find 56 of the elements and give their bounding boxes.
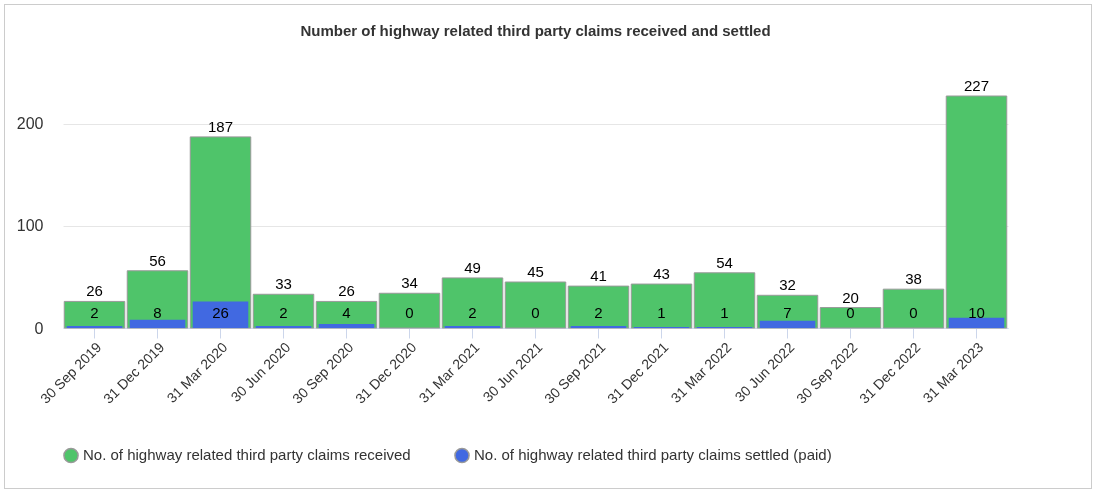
chart-title: Number of highway related third party claims received and settled bbox=[300, 22, 771, 39]
data-label: 1 bbox=[657, 304, 666, 321]
data-label: 8 bbox=[153, 304, 162, 321]
data-label: 2 bbox=[468, 304, 477, 321]
bar bbox=[192, 301, 249, 328]
bar bbox=[945, 95, 1008, 329]
data-label: 43 bbox=[653, 265, 670, 283]
bar bbox=[444, 325, 501, 328]
data-label: 2 bbox=[90, 304, 99, 321]
data-label: 45 bbox=[527, 263, 544, 281]
bar bbox=[129, 319, 186, 328]
data-label: 26 bbox=[212, 304, 229, 321]
data-label: 1 bbox=[720, 304, 729, 321]
data-label: 0 bbox=[405, 304, 414, 321]
bar bbox=[255, 325, 312, 328]
bar bbox=[66, 325, 123, 328]
data-label: 227 bbox=[963, 77, 990, 94]
bar bbox=[630, 283, 693, 329]
y-tick-label: 0 bbox=[34, 319, 44, 337]
data-label: 2 bbox=[594, 304, 603, 321]
legend-label: No. of highway related third party claims settled (paid) bbox=[474, 446, 832, 464]
data-label: 54 bbox=[716, 253, 733, 271]
data-label: 187 bbox=[207, 117, 234, 135]
bar bbox=[693, 272, 756, 329]
bar bbox=[441, 277, 504, 329]
data-label: 0 bbox=[531, 304, 540, 321]
data-label: 7 bbox=[783, 304, 792, 321]
data-label: 2 bbox=[279, 304, 288, 321]
bar bbox=[759, 320, 816, 328]
bar bbox=[63, 300, 126, 329]
data-label: 49 bbox=[464, 258, 481, 276]
bar bbox=[252, 293, 315, 329]
data-label: 41 bbox=[590, 267, 607, 285]
data-label: 38 bbox=[905, 270, 922, 288]
y-tick-label: 100 bbox=[16, 217, 44, 235]
y-tick-label: 200 bbox=[16, 115, 44, 133]
bar bbox=[504, 281, 567, 329]
bar bbox=[819, 307, 882, 329]
bar bbox=[318, 323, 375, 328]
data-label: 56 bbox=[149, 251, 166, 269]
data-label: 32 bbox=[779, 276, 796, 294]
data-label: 20 bbox=[842, 288, 859, 306]
data-label: 26 bbox=[86, 282, 103, 300]
data-label: 10 bbox=[968, 304, 985, 321]
data-label: 34 bbox=[401, 274, 418, 292]
data-label: 4 bbox=[342, 304, 351, 321]
legend-label: No. of highway related third party claims received bbox=[83, 446, 411, 464]
data-label: 26 bbox=[338, 282, 355, 300]
data-label: 33 bbox=[275, 275, 292, 293]
bar bbox=[882, 288, 945, 329]
data-label: 0 bbox=[909, 304, 918, 321]
bar bbox=[567, 285, 630, 329]
data-label: 0 bbox=[846, 304, 855, 321]
bar bbox=[378, 292, 441, 329]
bar bbox=[948, 317, 1005, 328]
bar bbox=[570, 325, 627, 328]
